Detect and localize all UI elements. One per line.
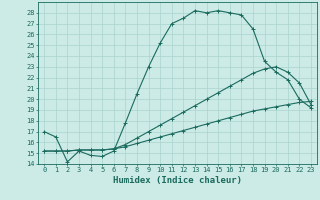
X-axis label: Humidex (Indice chaleur): Humidex (Indice chaleur) bbox=[113, 176, 242, 185]
